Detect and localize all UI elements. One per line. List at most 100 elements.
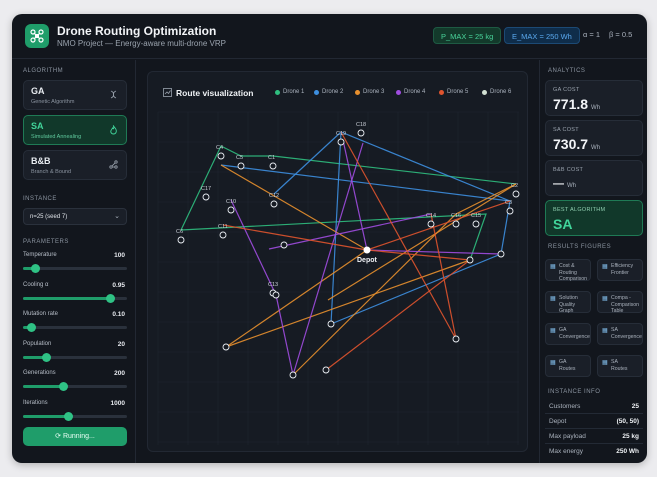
route-line-2 [180, 213, 487, 261]
legend-dot [275, 89, 280, 95]
customer-node[interactable] [512, 190, 520, 198]
legend-dot [314, 89, 319, 95]
parameters-section-label: PARAMETERS [23, 239, 69, 245]
legend-item[interactable]: Drone 5 [439, 89, 468, 95]
depot-label: Depot [357, 257, 378, 264]
algo-full-name: Simulated Annealing [31, 134, 82, 140]
main-area: Route visualization Drone 1 Drone 2 Drone … [137, 60, 538, 463]
route-map[interactable]: C1 C2 C3 C4 C5 C6 C10 C11 C12 C13 C14 C15 C16 C17 C18 C… [148, 72, 529, 453]
figure-label: Comparison [559, 276, 587, 282]
figure-button[interactable]: ▦ SA Convergence [597, 323, 643, 345]
slider-knob[interactable] [41, 352, 51, 362]
algo-card-ga[interactable]: GA Genetic Algorithm [23, 80, 127, 110]
ga-cost-card: GA COST 771.8 Wh [545, 80, 643, 116]
legend-item[interactable]: Drone 1 [275, 89, 304, 95]
legend-item[interactable]: Drone 2 [314, 89, 343, 95]
algo-full-name: Genetic Algorithm [31, 99, 75, 105]
algo-card-bb[interactable]: B&B Branch & Bound [23, 150, 127, 180]
param-slider[interactable] [23, 293, 127, 303]
customer-node[interactable] [177, 236, 185, 244]
instance-select[interactable]: n=25 (seed 7) ⌄ [23, 208, 127, 225]
legend-label: Drone 4 [404, 89, 426, 95]
figure-button[interactable]: ▦ SA Routes [597, 355, 643, 377]
param-label: Temperature [23, 252, 57, 258]
algo-name: GA [31, 86, 45, 96]
customer-node[interactable] [217, 152, 225, 160]
legend-item[interactable]: Drone 3 [355, 89, 384, 95]
customer-label: C10 [226, 199, 236, 205]
customer-label: C6 [176, 229, 183, 235]
ga-cost-number: 771.8 [553, 96, 589, 112]
customer-node[interactable] [452, 220, 460, 228]
run-button[interactable]: ⟳ Running... [23, 427, 127, 446]
instance-select-value: n=25 (seed 7) [30, 214, 68, 220]
customer-node[interactable] [202, 193, 210, 201]
figure-button[interactable]: ▦ Efficiency Frontier [597, 259, 643, 281]
customer-node[interactable] [337, 138, 345, 146]
depot-node[interactable] [363, 246, 371, 254]
customer-node[interactable] [269, 162, 277, 170]
ga-cost-label: GA COST [553, 87, 580, 93]
customer-node[interactable] [357, 129, 365, 137]
figure-button[interactable]: ▦ Cost & Routing Comparison [545, 259, 591, 282]
route-line-3 [273, 131, 511, 255]
figure-icon: ▦ [550, 328, 556, 334]
customer-label: C19 [336, 131, 346, 137]
chart-icon [163, 88, 172, 99]
legend-item[interactable]: Drone 6 [482, 89, 511, 95]
figure-label: Cost & [559, 263, 575, 269]
customer-node[interactable] [427, 220, 435, 228]
param-slider[interactable] [23, 352, 127, 362]
customer-node[interactable] [289, 371, 297, 379]
legend-item[interactable]: Drone 4 [396, 89, 425, 95]
customer-node[interactable] [237, 162, 245, 170]
slider-fill [23, 355, 46, 359]
route-line-12 [268, 213, 432, 250]
slider-knob[interactable] [27, 323, 37, 332]
customer-node[interactable] [272, 291, 280, 299]
param-slider[interactable] [23, 411, 127, 421]
customer-node[interactable] [227, 206, 235, 214]
slider-knob[interactable] [31, 264, 41, 273]
best-algorithm-card: BEST ALGORITHM SA [545, 200, 643, 236]
param-label: Generations [23, 370, 56, 376]
figure-button[interactable]: ▦ GA Convergence [545, 323, 591, 345]
customer-node[interactable] [466, 256, 474, 264]
figure-button[interactable]: ▦ GA Routes [545, 355, 591, 377]
figure-icon: ▦ [602, 264, 608, 270]
customer-node[interactable] [219, 231, 227, 239]
figure-button[interactable]: ▦ Compa - Comparison Table [597, 291, 643, 314]
figure-button[interactable]: ▦ Solution Quality Graph [545, 291, 591, 314]
customer-node[interactable] [506, 207, 514, 215]
customer-node[interactable] [452, 335, 460, 343]
header: Drone Routing Optimization NMO Project —… [12, 14, 647, 59]
e-max-badge: E_MAX = 250 Wh [504, 27, 580, 44]
figure-icon: ▦ [550, 296, 556, 302]
param-label: Cooling α [23, 281, 49, 288]
customer-node[interactable] [322, 366, 330, 374]
app-title: Drone Routing Optimization [57, 24, 217, 38]
algo-card-sa[interactable]: SA Simulated Annealing [23, 115, 127, 145]
customer-node[interactable] [472, 220, 480, 228]
slider-knob[interactable] [58, 382, 68, 391]
customer-node[interactable] [497, 250, 505, 258]
param-slider[interactable] [23, 323, 127, 332]
run-button-label: Running... [62, 433, 95, 440]
customer-node[interactable] [222, 343, 230, 351]
legend-dot [482, 89, 487, 95]
slider-knob[interactable] [63, 411, 73, 421]
figure-label: SA [611, 359, 618, 365]
sa-cost-value: 730.7 Wh [553, 136, 600, 152]
bb-cost-card: B&B COST — Wh [545, 160, 643, 196]
slider-knob[interactable] [106, 293, 116, 303]
legend-dot [396, 89, 401, 95]
sa-cost-unit: Wh [591, 145, 601, 151]
param-slider[interactable] [23, 382, 127, 391]
customer-node[interactable] [327, 320, 335, 328]
param-slider[interactable] [23, 264, 127, 273]
customer-node[interactable] [270, 200, 278, 208]
route-line-7 [225, 259, 471, 348]
legend-label: Drone 2 [322, 89, 344, 95]
customer-node[interactable] [280, 241, 288, 249]
route-line-8 [292, 183, 517, 376]
